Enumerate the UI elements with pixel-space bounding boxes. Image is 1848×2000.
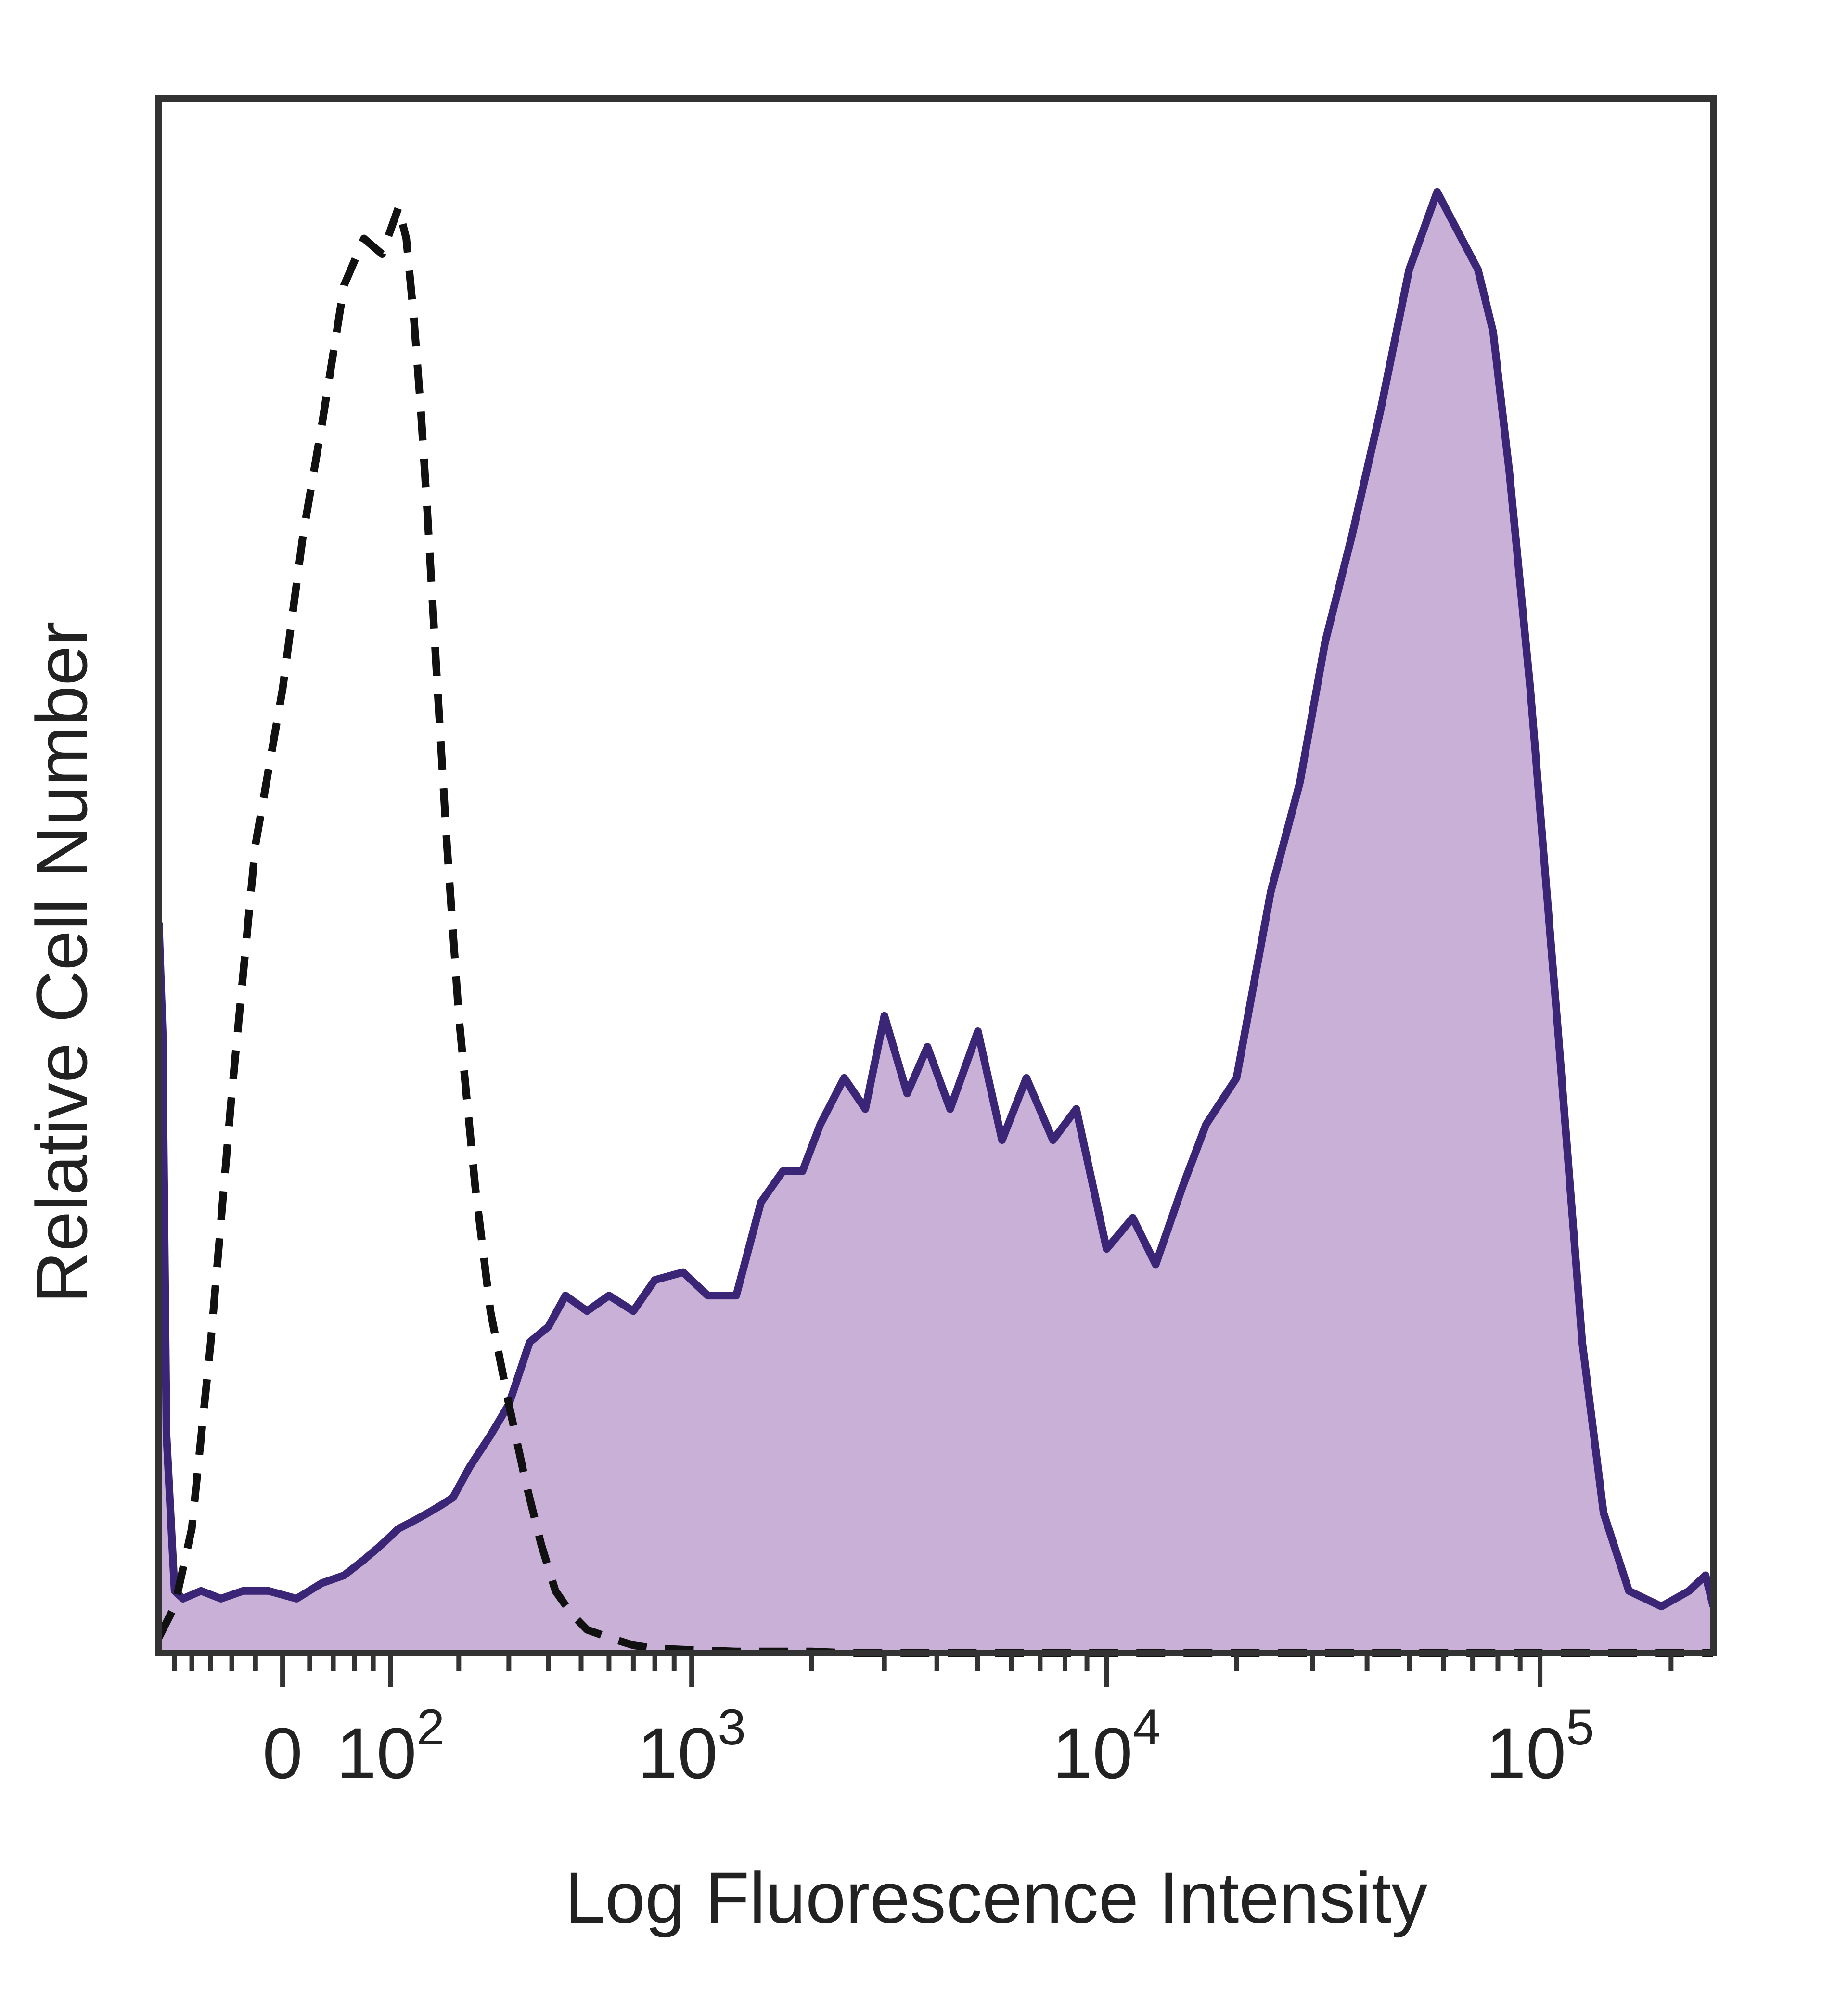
x-axis-label: Log Fluorescence Intensity bbox=[565, 1857, 1428, 1938]
x-tick-label: 103 bbox=[638, 1699, 746, 1794]
x-axis-ticks bbox=[172, 1653, 1674, 1687]
stained-histogram-line bbox=[155, 188, 1717, 1611]
y-axis-label: Relative Cell Number bbox=[21, 621, 102, 1303]
x-tick-label: 0 bbox=[262, 1713, 302, 1794]
plot-area bbox=[155, 95, 1717, 1687]
x-axis-tick-labels: 0 102 103 104 105 bbox=[262, 1699, 1594, 1794]
stained-histogram-fill bbox=[159, 192, 1713, 1653]
x-tick-label: 104 bbox=[1052, 1699, 1161, 1794]
x-tick-label: 105 bbox=[1486, 1699, 1594, 1794]
x-tick-label: 102 bbox=[336, 1699, 445, 1794]
